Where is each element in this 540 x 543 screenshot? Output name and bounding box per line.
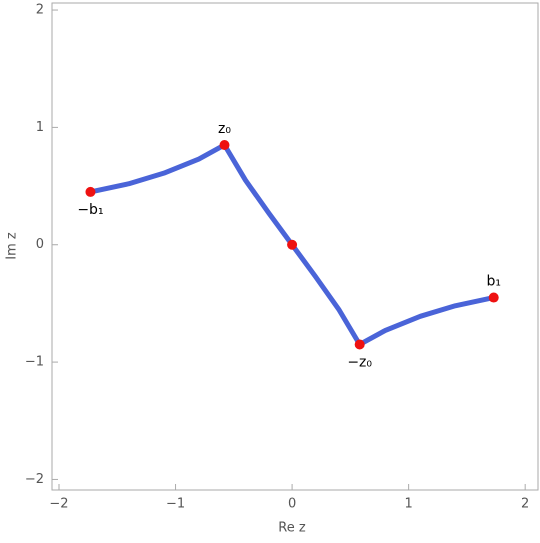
x-tick-label: 1 [404,497,412,512]
x-axis-label: Re z [278,521,306,536]
y-tick-label: 0 [36,237,44,252]
y-tick-label: 1 [36,120,44,135]
y-axis-label: Im z [5,232,20,260]
point [287,239,298,250]
x-tick-label: 0 [288,497,296,512]
x-tick-label: 2 [521,497,529,512]
x-tick-label: −1 [166,497,185,512]
y-tick-label: 2 [36,3,44,18]
point [219,139,230,150]
point-label: b₁ [486,274,501,290]
point-label: −z₀ [347,354,372,370]
point [488,292,499,303]
x-tick-label: −2 [49,497,68,512]
point-label: z₀ [218,121,231,137]
point-label: −b₁ [77,202,103,218]
point [85,186,96,197]
y-tick-label: −1 [25,355,44,370]
frame [51,2,539,491]
y-tick-label: −2 [25,472,44,487]
point [354,339,365,350]
